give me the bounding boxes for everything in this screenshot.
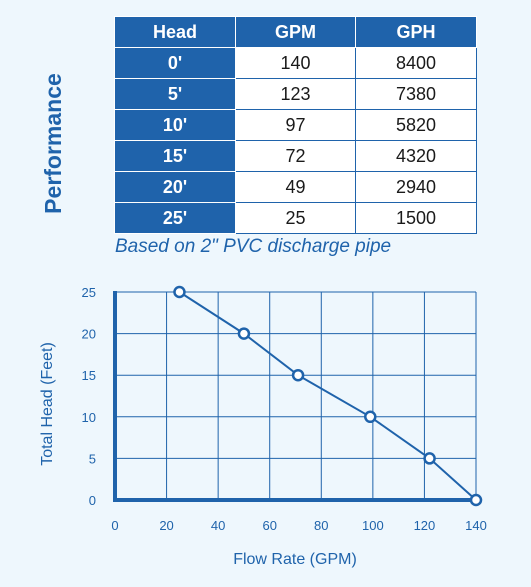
x-tick-label: 100 xyxy=(362,518,384,533)
x-tick-label: 80 xyxy=(314,518,328,533)
gpm-cell: 72 xyxy=(235,140,356,172)
gpm-cell: 140 xyxy=(235,47,356,79)
table-row: 0' 140 8400 xyxy=(114,47,477,79)
gph-cell: 5820 xyxy=(355,109,477,141)
gph-cell: 8400 xyxy=(355,47,477,79)
discharge-pipe-note: Based on 2" PVC discharge pipe xyxy=(115,236,392,257)
x-tick-label: 120 xyxy=(414,518,436,533)
head-cell: 25' xyxy=(114,202,236,234)
table-row: 5' 123 7380 xyxy=(114,78,477,110)
table-header-row: Head GPM GPH xyxy=(114,16,477,48)
gpm-cell: 49 xyxy=(235,171,356,203)
gpm-cell: 123 xyxy=(235,78,356,110)
head-cell: 10' xyxy=(114,109,236,141)
gph-cell: 4320 xyxy=(355,140,477,172)
head-cell: 15' xyxy=(114,140,236,172)
x-tick-label: 60 xyxy=(262,518,276,533)
y-tick-label: 25 xyxy=(82,285,96,300)
table-row: 20' 49 2940 xyxy=(114,171,477,203)
table-row: 15' 72 4320 xyxy=(114,140,477,172)
data-point-marker xyxy=(237,327,251,340)
head-cell: 0' xyxy=(114,47,236,79)
data-point-marker xyxy=(469,493,483,507)
table-row: 25' 25 1500 xyxy=(114,202,477,234)
data-point-marker xyxy=(364,410,377,424)
y-tick-label: 10 xyxy=(82,410,96,425)
x-axis-title: Flow Rate (GPM) xyxy=(233,551,357,568)
gph-cell: 2940 xyxy=(355,171,477,203)
gpm-cell: 97 xyxy=(235,109,356,141)
gpm-cell: 25 xyxy=(235,202,356,234)
x-tick-label: 140 xyxy=(465,518,487,533)
header-head: Head xyxy=(114,16,236,48)
head-cell: 20' xyxy=(114,171,236,203)
gph-cell: 1500 xyxy=(355,202,477,234)
y-tick-label: 5 xyxy=(89,451,96,466)
head-cell: 5' xyxy=(114,78,236,110)
chart-series xyxy=(173,285,483,507)
data-point-marker xyxy=(173,285,186,299)
x-tick-label: 0 xyxy=(111,518,118,533)
y-tick-label: 0 xyxy=(89,493,96,508)
x-tick-label: 20 xyxy=(159,518,173,533)
performance-curve-line xyxy=(178,291,477,501)
performance-title-wrap: Performance xyxy=(33,72,73,214)
performance-title: Performance xyxy=(39,72,66,214)
chart-tick-labels: 0 20 40 60 80 100 120 140 0 5 10 15 20 25 xyxy=(82,285,487,533)
chart-axes xyxy=(113,291,476,502)
chart-grid xyxy=(114,291,477,501)
x-tick-label: 40 xyxy=(211,518,225,533)
table-row: 10' 97 5820 xyxy=(114,109,477,141)
performance-table: Head GPM GPH 0' 140 8400 5' 123 7380 10'… xyxy=(114,16,477,234)
y-tick-label: 20 xyxy=(82,327,96,342)
data-point-marker xyxy=(291,368,305,382)
y-tick-label: 15 xyxy=(82,368,96,383)
gph-cell: 7380 xyxy=(355,78,477,110)
header-gpm: GPM xyxy=(235,16,356,48)
performance-curve-chart: 0 20 40 60 80 100 120 140 0 5 10 15 20 25 Flow Rate (… xyxy=(39,285,487,568)
header-gph: GPH xyxy=(355,16,477,48)
data-point-marker xyxy=(423,452,436,465)
y-axis-title: Total Head (Feet) xyxy=(39,342,56,466)
